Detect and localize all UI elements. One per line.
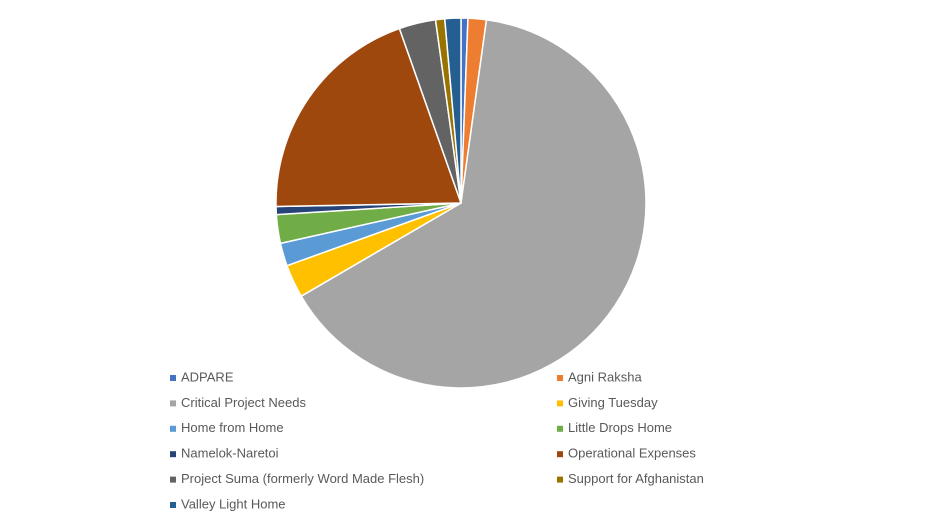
legend-swatch [170,502,176,508]
legend-label: Namelok-Naretoi [181,446,279,461]
legend-label: Home from Home [181,420,284,435]
legend-label: Valley Light Home [181,496,286,511]
legend-swatch [557,400,563,407]
legend-swatch [557,425,563,432]
legend-label: Agni Raksha [568,369,642,384]
legend-label: ADPARE [181,369,234,384]
legend-label: Little Drops Home [568,420,672,435]
legend-swatch [170,451,176,458]
legend-label: Giving Tuesday [568,395,658,410]
legend-swatch [170,476,176,483]
legend-swatch [170,425,176,432]
pie-slice [443,17,462,204]
legend-swatch [557,451,563,458]
legend-swatch [557,375,563,381]
legend-swatch [170,375,176,381]
legend-label: Support for Afghanistan [568,471,704,486]
legend-label: Project Suma (formerly Word Made Flesh) [181,471,424,486]
legend-label: Critical Project Needs [181,395,306,410]
pie-slice [300,18,647,389]
legend-swatch [170,400,176,407]
legend-swatch [557,476,563,483]
legend-label: Operational Expenses [568,446,696,461]
